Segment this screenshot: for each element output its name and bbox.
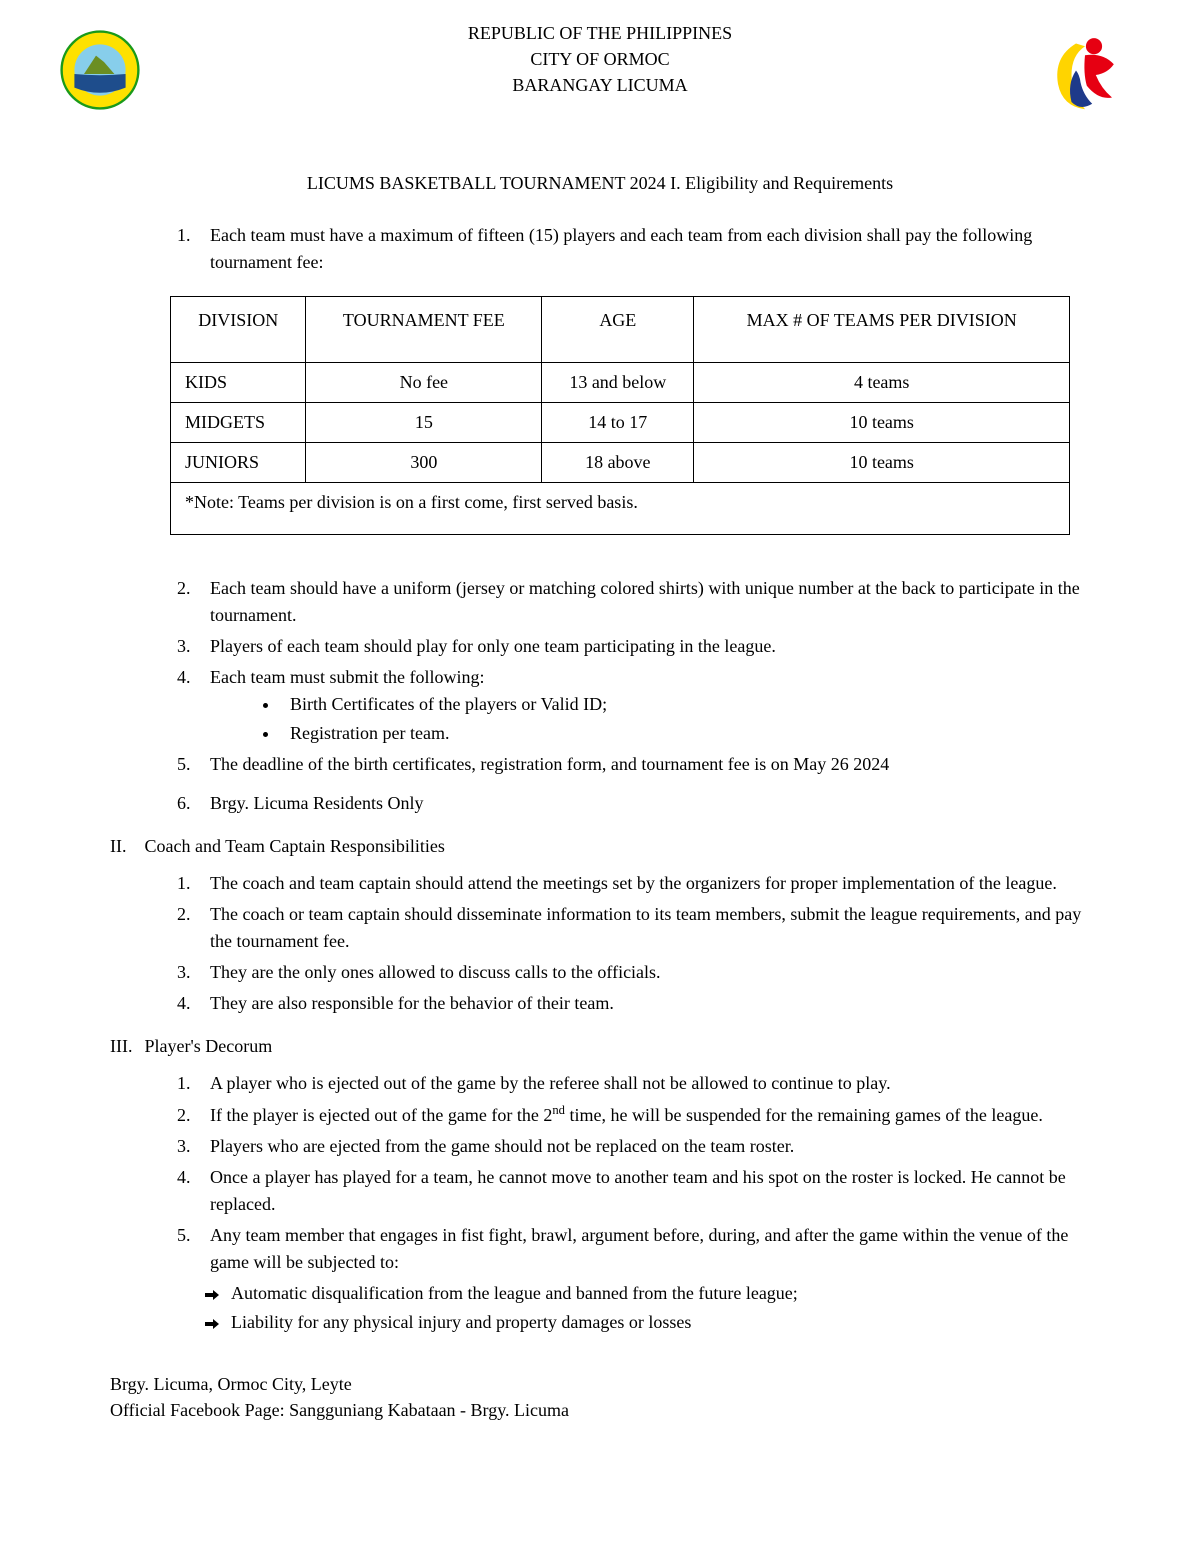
decorum-item-4: Once a player has played for a team, he … [195,1164,1090,1218]
barangay-seal-logo [60,30,140,110]
table-note-cell: *Note: Teams per division is on a first … [171,483,1070,535]
sk-logo [1040,30,1130,120]
table-cell: 4 teams [694,363,1070,403]
section-3-header: III. Player's Decorum [110,1033,1090,1060]
header-line-1: REPUBLIC OF THE PHILIPPINES [110,20,1090,46]
consequence-1-text: Automatic disqualification from the leag… [231,1283,798,1303]
decorum-item-5: Any team member that engages in fist fig… [195,1222,1090,1276]
table-cell: JUNIORS [171,443,306,483]
coach-item-1: The coach and team captain should attend… [195,870,1090,897]
eligibility-item-5: The deadline of the birth certificates, … [195,751,1090,778]
section-3-title: Player's Decorum [145,1036,273,1056]
coach-item-4: They are also responsible for the behavi… [195,990,1090,1017]
fee-table-wrapper: DIVISION TOURNAMENT FEE AGE MAX # OF TEA… [170,296,1070,535]
decorum-item-2: If the player is ejected out of the game… [195,1101,1090,1129]
submit-sublist: Birth Certificates of the players or Val… [270,691,1090,747]
table-row: JUNIORS30018 above10 teams [171,443,1070,483]
arrow-bullet-icon [205,1309,231,1336]
eligibility-item-2: Each team should have a uniform (jersey … [195,575,1090,629]
eligibility-item-4-text: Each team must submit the following: [210,667,484,687]
eligibility-list-cont: Each team should have a uniform (jersey … [180,575,1090,817]
document-footer: Brgy. Licuma, Ormoc City, Leyte Official… [110,1371,1090,1423]
footer-line-1: Brgy. Licuma, Ormoc City, Leyte [110,1371,1090,1397]
consequence-2-text: Liability for any physical injury and pr… [231,1312,691,1332]
th-fee: TOURNAMENT FEE [306,297,542,363]
eligibility-list: Each team must have a maximum of fifteen… [180,222,1090,276]
table-row: MIDGETS1514 to 1710 teams [171,403,1070,443]
th-division: DIVISION [171,297,306,363]
table-note-row: *Note: Teams per division is on a first … [171,483,1070,535]
table-cell: 13 and below [542,363,694,403]
table-row: KIDSNo fee13 and below4 teams [171,363,1070,403]
consequence-1: Automatic disqualification from the leag… [195,1280,1090,1307]
decorum-item-1: A player who is ejected out of the game … [195,1070,1090,1097]
table-cell: 10 teams [694,403,1070,443]
footer-line-2: Official Facebook Page: Sangguniang Kaba… [110,1397,1090,1423]
roman-iii: III. [110,1033,140,1060]
table-cell: KIDS [171,363,306,403]
coach-item-3: They are the only ones allowed to discus… [195,959,1090,986]
section-2-header: II. Coach and Team Captain Responsibilit… [110,833,1090,860]
table-cell: 14 to 17 [542,403,694,443]
eligibility-item-3: Players of each team should play for onl… [195,633,1090,660]
document-title: LICUMS BASKETBALL TOURNAMENT 2024 I. Eli… [110,170,1090,197]
eligibility-item-1: Each team must have a maximum of fifteen… [195,222,1090,276]
roman-ii: II. [110,833,140,860]
coach-item-2: The coach or team captain should dissemi… [195,901,1090,955]
document-header: REPUBLIC OF THE PHILIPPINES CITY OF ORMO… [110,20,1090,120]
header-line-2: CITY OF ORMOC [110,46,1090,72]
table-cell: 18 above [542,443,694,483]
coach-responsibilities-list: The coach and team captain should attend… [180,870,1090,1017]
eligibility-item-6: Brgy. Licuma Residents Only [195,790,1090,817]
arrow-bullet-icon [205,1280,231,1307]
submit-item-2: Registration per team. [280,720,1090,747]
eligibility-item-4: Each team must submit the following: Bir… [195,664,1090,747]
table-cell: 15 [306,403,542,443]
table-cell: No fee [306,363,542,403]
consequence-2: Liability for any physical injury and pr… [195,1309,1090,1336]
table-header-row: DIVISION TOURNAMENT FEE AGE MAX # OF TEA… [171,297,1070,363]
submit-item-1: Birth Certificates of the players or Val… [280,691,1090,718]
section-2-title: Coach and Team Captain Responsibilities [145,836,445,856]
player-decorum-list: A player who is ejected out of the game … [180,1070,1090,1276]
header-text-block: REPUBLIC OF THE PHILIPPINES CITY OF ORMO… [110,20,1090,98]
table-cell: MIDGETS [171,403,306,443]
th-max: MAX # OF TEAMS PER DIVISION [694,297,1070,363]
consequences-list: Automatic disqualification from the leag… [195,1280,1090,1336]
th-age: AGE [542,297,694,363]
table-cell: 300 [306,443,542,483]
decorum-item-3: Players who are ejected from the game sh… [195,1133,1090,1160]
division-fee-table: DIVISION TOURNAMENT FEE AGE MAX # OF TEA… [170,296,1070,535]
table-cell: 10 teams [694,443,1070,483]
header-line-3: BARANGAY LICUMA [110,72,1090,98]
